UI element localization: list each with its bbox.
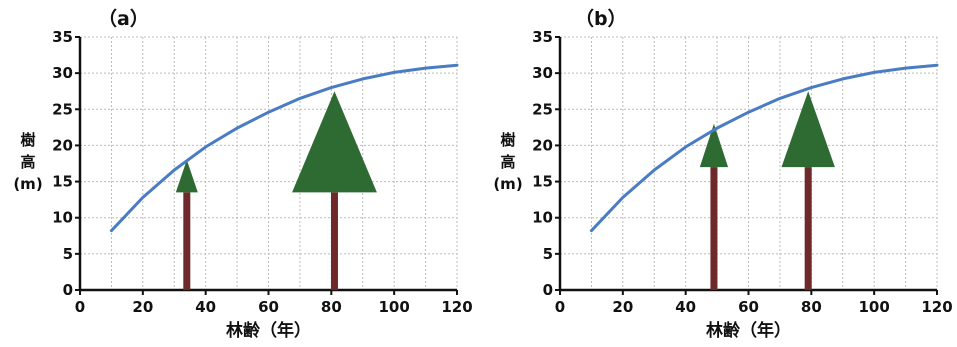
tree-2 bbox=[292, 91, 377, 290]
tree-1 bbox=[175, 159, 198, 290]
x-tick-label: 100 bbox=[859, 298, 890, 316]
y-tick-label: 5 bbox=[543, 245, 553, 263]
series-line-1 bbox=[589, 63, 939, 233]
y-tick-label: 35 bbox=[52, 28, 73, 46]
y-tick-label: 15 bbox=[532, 173, 553, 191]
y-tick-label: 0 bbox=[543, 281, 553, 299]
x-tick-label: 80 bbox=[321, 298, 342, 316]
x-tick-label: 80 bbox=[801, 298, 822, 316]
x-axis-label: 林齢（年） bbox=[226, 320, 311, 341]
y-axis-label-line: (m) bbox=[493, 175, 522, 193]
y-axis-label-line: 樹 bbox=[500, 131, 515, 149]
tree-trunk bbox=[183, 192, 191, 290]
plot-area bbox=[80, 37, 457, 290]
y-axis-label-line: 樹 bbox=[20, 131, 35, 149]
tree-2 bbox=[781, 91, 835, 290]
tree-crown bbox=[781, 91, 835, 168]
series-line-1 bbox=[109, 63, 459, 233]
x-axis-label: 林齢（年） bbox=[706, 320, 791, 341]
panel-label: （a） bbox=[98, 7, 149, 30]
x-tick-label: 20 bbox=[132, 298, 153, 316]
panel-label: （b） bbox=[575, 7, 627, 30]
y-tick-label: 30 bbox=[52, 64, 73, 82]
y-tick-label: 25 bbox=[52, 100, 73, 118]
tree-trunk bbox=[710, 167, 718, 290]
x-tick-label: 60 bbox=[258, 298, 279, 316]
y-axis-label-line: 高 bbox=[20, 153, 35, 171]
x-tick-label: 40 bbox=[195, 298, 216, 316]
x-tick-label: 100 bbox=[379, 298, 410, 316]
tree-crown bbox=[292, 91, 377, 193]
y-axis-label-line: 高 bbox=[500, 153, 515, 171]
plot-area bbox=[560, 37, 937, 290]
y-tick-label: 0 bbox=[63, 281, 73, 299]
y-axis-label-line: (m) bbox=[13, 175, 42, 193]
y-tick-label: 10 bbox=[52, 209, 73, 227]
x-tick-label: 120 bbox=[921, 298, 952, 316]
chart-panel-a: 0 5 10 15 20 25 30 35 0 20 40 60 80 100 120 （a） 林齢（年） 樹高 (… bbox=[13, 7, 472, 341]
tree-trunk bbox=[804, 167, 812, 290]
x-tick-label: 120 bbox=[441, 298, 472, 316]
tree-1 bbox=[699, 123, 729, 290]
y-tick-label: 15 bbox=[52, 173, 73, 191]
x-tick-label: 60 bbox=[738, 298, 759, 316]
tree-trunk bbox=[330, 192, 338, 290]
chart-panel-b: 0 5 10 15 20 25 30 35 0 20 40 60 80 100 120 （b） 林齢（年） 樹高 (… bbox=[493, 7, 952, 341]
x-tick-label: 20 bbox=[612, 298, 633, 316]
x-tick-label: 0 bbox=[555, 298, 565, 316]
y-tick-label: 10 bbox=[532, 209, 553, 227]
tree-crown bbox=[175, 159, 198, 193]
y-tick-label: 20 bbox=[52, 136, 73, 154]
y-tick-label: 30 bbox=[532, 64, 553, 82]
y-tick-label: 35 bbox=[532, 28, 553, 46]
tree-crown bbox=[699, 123, 729, 168]
y-tick-label: 20 bbox=[532, 136, 553, 154]
y-tick-label: 5 bbox=[63, 245, 73, 263]
x-tick-label: 40 bbox=[675, 298, 696, 316]
y-tick-label: 25 bbox=[532, 100, 553, 118]
x-tick-label: 0 bbox=[75, 298, 85, 316]
